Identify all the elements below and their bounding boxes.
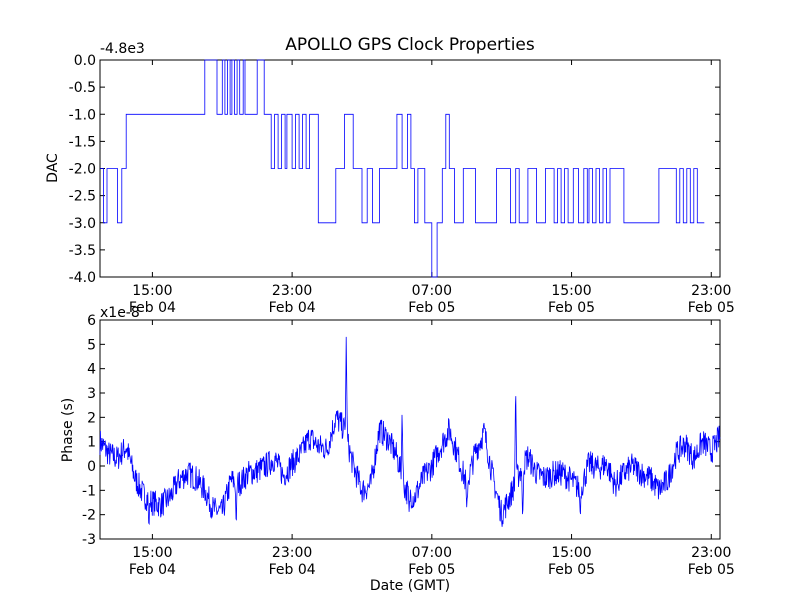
dac-xtick-date: Feb 05	[688, 300, 735, 316]
phase-ytick-label: 1	[87, 435, 96, 451]
phase-xtick-time: 23:00	[691, 545, 731, 561]
phase-xtick-date: Feb 05	[548, 562, 595, 578]
phase-ytick-label: 4	[87, 362, 96, 378]
phase-ytick-label: -1	[82, 483, 96, 499]
dac-xtick-date: Feb 04	[269, 300, 316, 316]
dac-panel: -4.8e3 DAC 0.0 -0.5 -1.0 -1.5 -2.0 -2.5 -3.0 -3…	[45, 41, 735, 316]
dac-xtick-time: 15:00	[132, 283, 172, 299]
dac-ytick-label: -3.5	[69, 243, 96, 259]
dac-ytick-label: -3.0	[69, 216, 96, 232]
phase-xtick-date: Feb 05	[688, 562, 735, 578]
dac-ytick-label: -1.0	[69, 107, 96, 123]
phase-xtick-time: 23:00	[272, 545, 312, 561]
phase-ytick-label: 0	[87, 459, 96, 475]
dac-offset-label: -4.8e3	[100, 41, 145, 57]
dac-xtick-time: 07:00	[412, 283, 452, 299]
dac-ytick-label: -2.0	[69, 162, 96, 178]
phase-plot-frame	[99, 319, 721, 540]
phase-xtick-time: 15:00	[132, 545, 172, 561]
dac-xtick-date: Feb 04	[129, 300, 176, 316]
dac-ytick-label: -0.5	[69, 80, 96, 96]
dac-xtick-date: Feb 05	[548, 300, 595, 316]
phase-ytick-label: 3	[87, 386, 96, 402]
phase-ytick-label: -2	[82, 508, 96, 524]
dac-xtick-date: Feb 05	[408, 300, 455, 316]
x-axis-label: Date (GMT)	[370, 578, 450, 594]
dac-ytick-label: -4.0	[69, 270, 96, 286]
dac-ytick-label: 0.0	[74, 53, 96, 69]
phase-xtick-time: 07:00	[412, 545, 452, 561]
dac-xtick-time: 15:00	[551, 283, 591, 299]
phase-ytick-label: -3	[82, 532, 96, 548]
phase-xtick-date: Feb 04	[269, 562, 316, 578]
phase-xtick-time: 15:00	[551, 545, 591, 561]
chart-title: APOLLO GPS Clock Properties	[285, 35, 535, 55]
phase-ylabel: Phase (s)	[60, 398, 76, 462]
dac-plot-frame	[99, 59, 721, 278]
phase-y-ticks: 6 5 4 3 2 1 0 -1 -2 -3	[82, 313, 720, 548]
dac-ytick-label: -2.5	[69, 189, 96, 205]
dac-series-line	[100, 59, 705, 278]
phase-ytick-label: 2	[87, 410, 96, 426]
phase-xtick-date: Feb 04	[129, 562, 176, 578]
phase-series-line	[99, 336, 721, 527]
phase-xtick-date: Feb 05	[408, 562, 455, 578]
phase-ytick-label: 6	[87, 313, 96, 329]
dac-xtick-time: 23:00	[691, 283, 731, 299]
phase-offset-label: x1e-8	[100, 305, 140, 321]
dac-ytick-label: -1.5	[69, 134, 96, 150]
phase-ytick-label: 5	[87, 337, 96, 353]
dac-xtick-time: 23:00	[272, 283, 312, 299]
dac-ylabel: DAC	[45, 153, 61, 183]
